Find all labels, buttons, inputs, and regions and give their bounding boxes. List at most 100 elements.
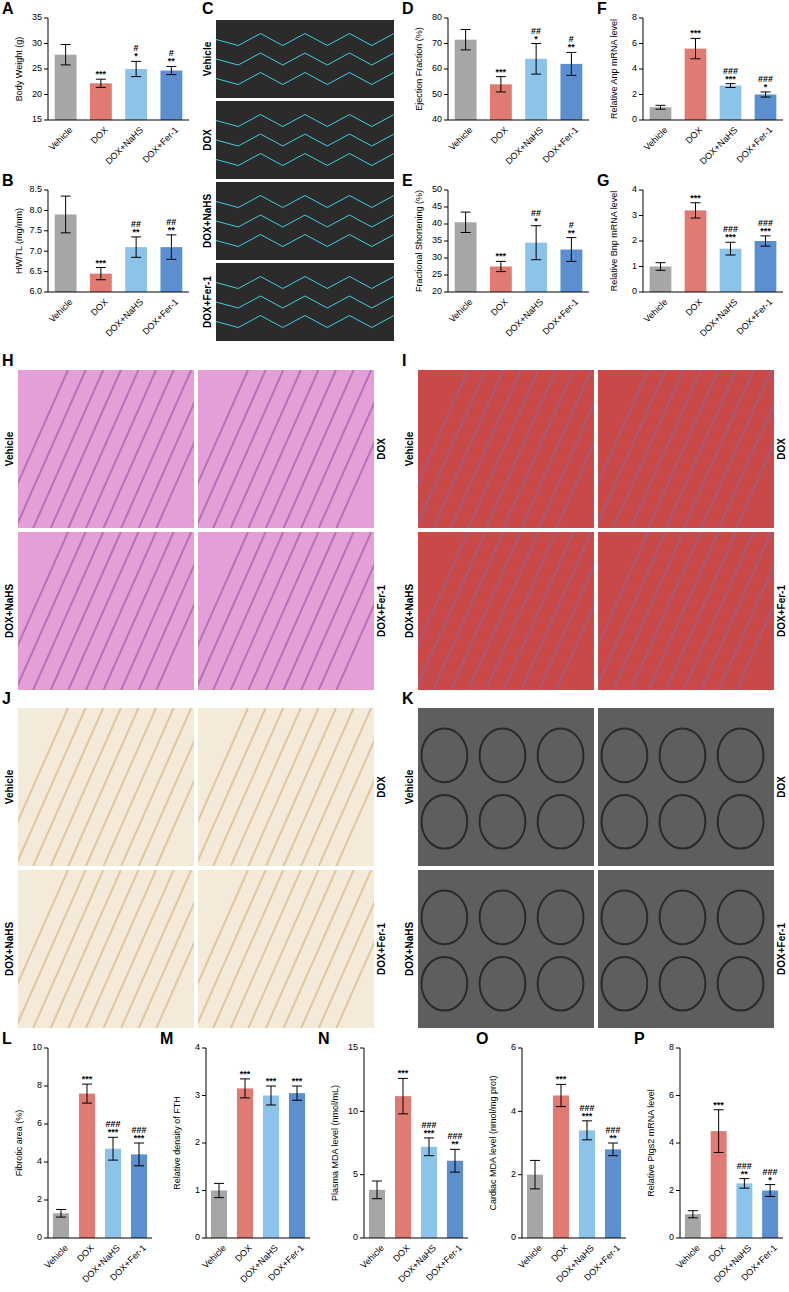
error-cap: [761, 97, 771, 98]
y-tick-label: 7.5: [29, 225, 42, 235]
mitochondrion: [538, 957, 584, 1011]
error-line: [587, 1121, 588, 1140]
texture: [284, 708, 354, 866]
y-tick-label: 4: [195, 1042, 200, 1052]
echo-trace: [216, 53, 394, 65]
error-bar: [292, 1086, 302, 1100]
y-tick-label: 1: [632, 261, 637, 271]
error-cap: [131, 257, 141, 258]
x-tick-label: Vehicle: [447, 297, 475, 325]
error-bar: [496, 261, 506, 271]
texture: [213, 370, 283, 528]
texture: [104, 870, 174, 1028]
texture: [701, 370, 771, 528]
mitochondrion: [660, 957, 706, 1011]
echo-trace: [216, 154, 394, 166]
significance: ***: [556, 1074, 567, 1084]
error-cap: [82, 1103, 92, 1104]
y-tick-label: 10: [348, 1106, 358, 1116]
image: [418, 370, 594, 528]
texture: [18, 532, 86, 690]
texture: [336, 532, 374, 690]
error-cap: [656, 270, 666, 271]
texture: [248, 370, 318, 528]
y-tick: [444, 292, 448, 293]
error-bar: [726, 242, 736, 255]
x-tick-label: DOX+Fer-1: [266, 1243, 306, 1283]
y-tick-label: 80: [432, 12, 442, 22]
bar: [685, 210, 707, 292]
bar: [762, 1191, 778, 1239]
y-tick: [676, 1048, 680, 1049]
texture: [521, 370, 591, 528]
bar: [289, 1093, 305, 1238]
x-tick-label: DOX+Fer-1: [141, 297, 181, 337]
y-tick: [44, 1048, 48, 1049]
mitochondrion: [602, 729, 648, 783]
texture: [231, 870, 301, 1028]
error-bar: [566, 52, 576, 75]
error-bar: [134, 1143, 144, 1166]
error-cap: [450, 1172, 460, 1173]
echo-trace: [216, 115, 394, 127]
mitochondrion: [718, 891, 764, 945]
image-label: DOX: [202, 129, 213, 151]
error-bar: [424, 1138, 434, 1156]
error-bar: [688, 1211, 698, 1218]
y-tick: [676, 1190, 680, 1191]
error-bar: [166, 66, 176, 74]
x-tick-label: DOX: [684, 125, 705, 146]
texture: [198, 870, 266, 1028]
bar: [685, 1214, 701, 1238]
y-tick-label: 0: [669, 1232, 674, 1242]
figure: ABody Weight (g)1520253035Vehicle***DOX*…: [0, 0, 789, 1292]
error-bar: [61, 45, 71, 65]
texture: [598, 370, 666, 528]
image-label: DOX+Fer-1: [202, 276, 213, 328]
error-cap: [761, 246, 771, 247]
x-tick-label: DOX: [391, 1243, 412, 1264]
echo-trace: [216, 277, 394, 289]
image-label: DOX+NaHS: [4, 922, 15, 977]
y-tick: [44, 190, 48, 191]
x-axis: [48, 292, 189, 293]
image: [598, 532, 774, 690]
y-tick: [444, 224, 448, 225]
texture: [51, 370, 121, 528]
error-cap: [566, 261, 576, 262]
error-line: [571, 52, 572, 75]
error-line: [455, 1149, 456, 1172]
significance: #: [134, 43, 139, 53]
mitochondrion: [538, 891, 584, 945]
bar: [263, 1096, 279, 1239]
error-cap: [56, 1209, 66, 1210]
y-tick: [444, 207, 448, 208]
y-tick: [44, 1238, 48, 1239]
error-cap: [726, 87, 736, 88]
echo-trace: [216, 196, 394, 208]
texture: [68, 870, 138, 1028]
texture: [301, 370, 371, 528]
image: [216, 101, 394, 179]
texture: [86, 532, 156, 690]
y-tick: [444, 190, 448, 191]
y-tick-label: 6.0: [29, 286, 42, 296]
y-axis: [48, 1048, 49, 1238]
texture: [104, 532, 174, 690]
y-tick-label: 40: [432, 114, 442, 124]
y-tick: [202, 1048, 206, 1049]
error-bar: [739, 1179, 749, 1189]
error-line: [136, 61, 137, 76]
error-bar: [691, 38, 701, 58]
texture: [33, 532, 103, 690]
error-bar: [461, 29, 471, 49]
y-tick: [44, 1200, 48, 1201]
image-bg: [418, 870, 594, 1028]
significance: ***: [398, 1068, 409, 1078]
image-label: DOX+Fer-1: [376, 923, 387, 975]
x-axis: [448, 120, 589, 121]
y-tick: [44, 230, 48, 231]
panel-label: G: [597, 172, 609, 189]
y-tick: [44, 1124, 48, 1125]
x-tick-label: DOX+NaHS: [504, 125, 546, 167]
